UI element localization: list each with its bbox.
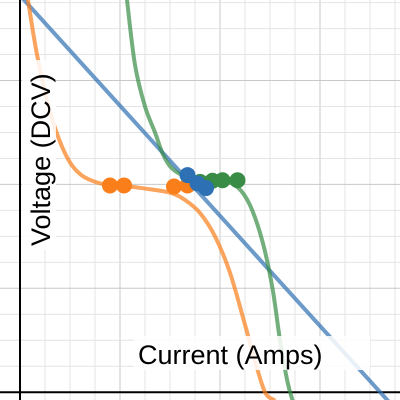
- y-axis-label-backdrop: [22, 60, 56, 250]
- data-point-series-4-3: [229, 172, 246, 189]
- y-axis-label-group: Voltage (DCV): [22, 60, 56, 250]
- data-point-series-4-2: [214, 172, 231, 189]
- data-point-series-5-2: [198, 180, 214, 197]
- x-axis-label: Current (Amps): [138, 340, 323, 370]
- data-point-series-3-1: [116, 177, 132, 194]
- y-axis-label: Voltage (DCV): [26, 73, 56, 246]
- marker-layer: [102, 167, 246, 197]
- data-point-series-3-0: [102, 177, 118, 194]
- data-point-series-3-2: [166, 178, 182, 195]
- x-axis-label-backdrop: [134, 336, 370, 370]
- x-axis-label-group: Current (Amps): [134, 336, 370, 370]
